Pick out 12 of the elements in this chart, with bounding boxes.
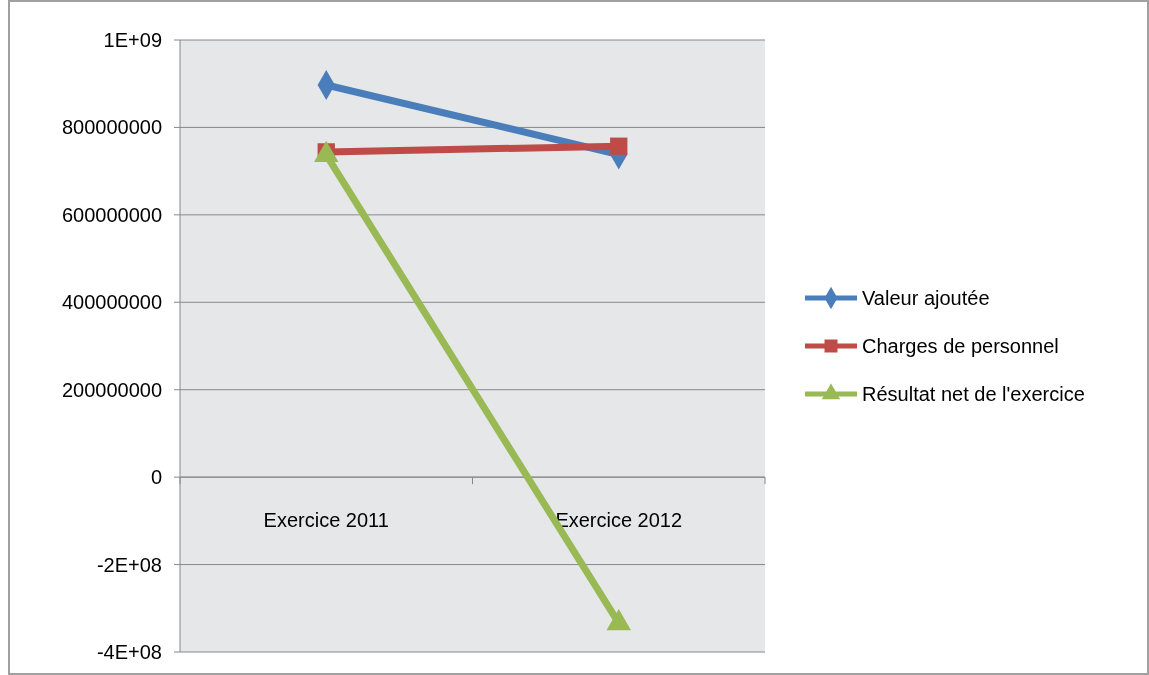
y-tick-label: 800000000 bbox=[61, 116, 162, 139]
y-tick-label: 1E+09 bbox=[103, 29, 162, 51]
y-tick-label: 600000000 bbox=[61, 203, 162, 226]
y-tick-label: 200000000 bbox=[61, 378, 162, 401]
legend-label: Valeur ajoutée bbox=[862, 287, 990, 309]
y-tick-label: -2E+08 bbox=[96, 553, 162, 576]
legend-label: Charges de personnel bbox=[862, 335, 1059, 357]
y-tick-label: 400000000 bbox=[61, 291, 162, 314]
y-tick-label: 0 bbox=[150, 466, 162, 489]
y-tick-label: -4E+08 bbox=[96, 641, 162, 663]
legend-label: Résultat net de l'exercice bbox=[862, 383, 1085, 405]
x-tick-label: Exercice 2011 bbox=[263, 509, 389, 532]
